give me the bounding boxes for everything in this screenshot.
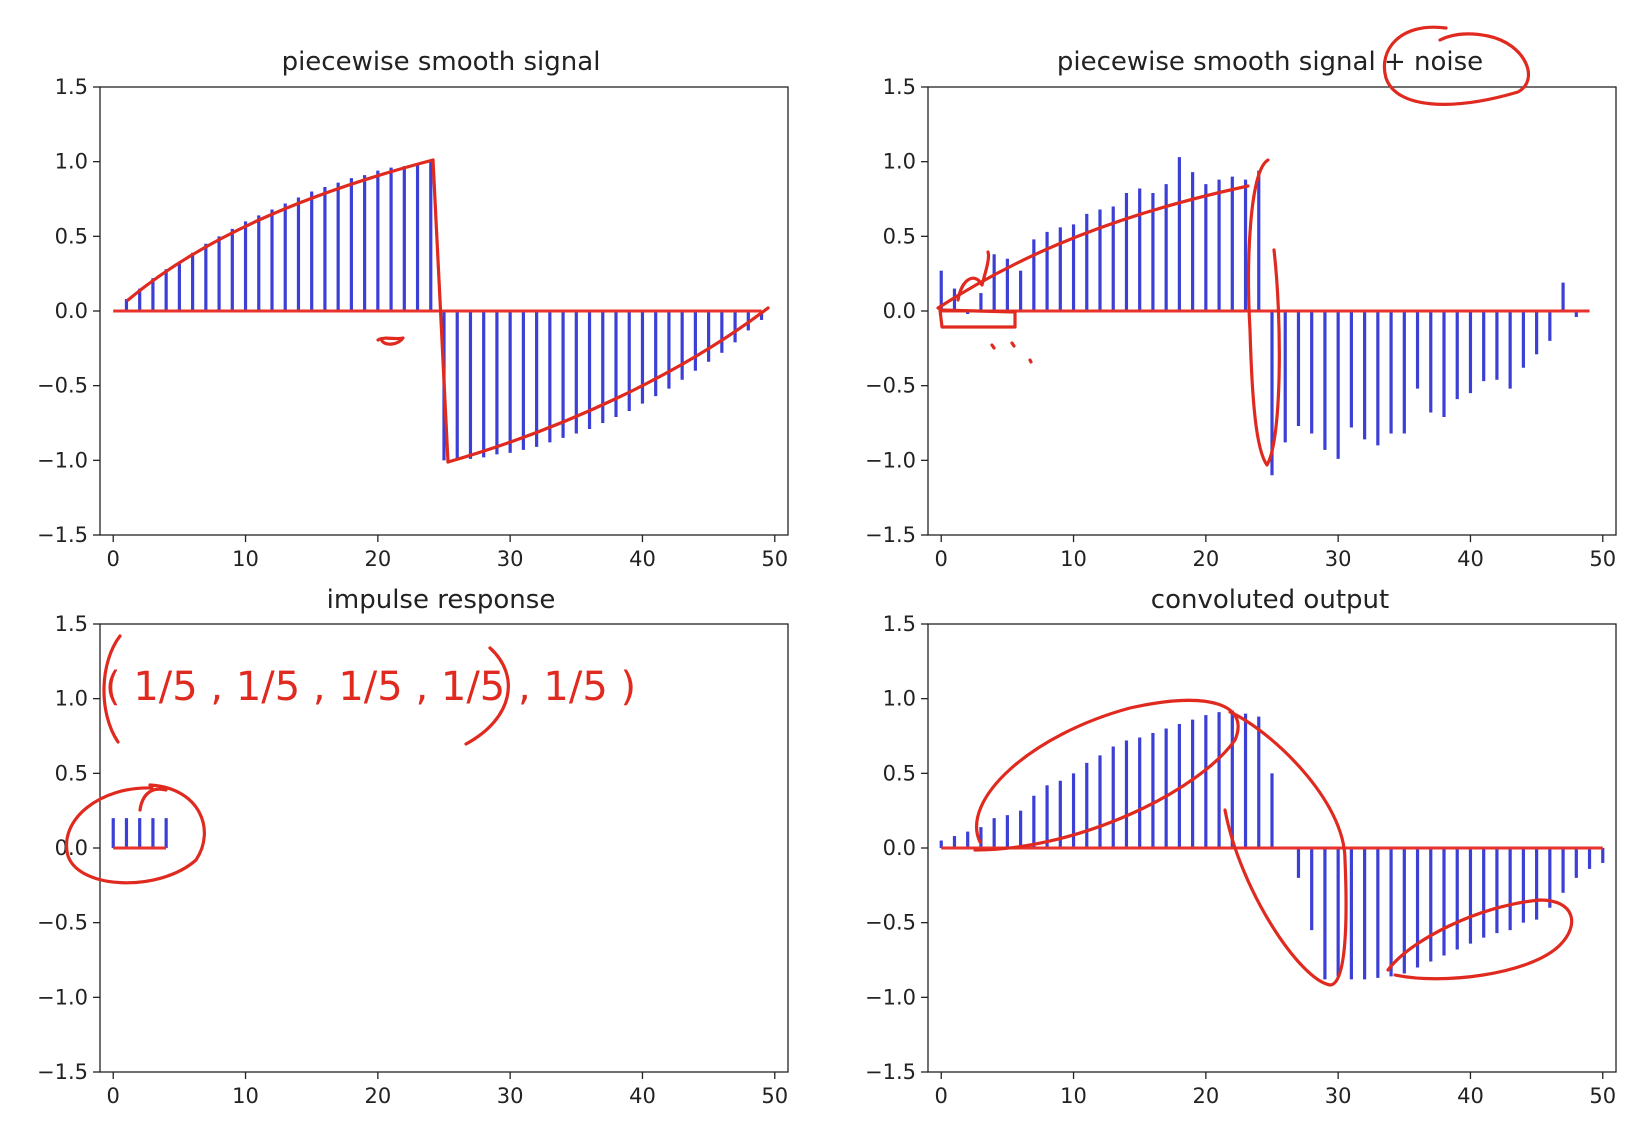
x-tick-label: 20 — [364, 547, 391, 571]
x-tick-label: 0 — [107, 547, 120, 571]
x-tick-label: 0 — [107, 1084, 120, 1108]
y-tick-label: 1.0 — [883, 150, 916, 174]
ink-trace-noisy — [936, 184, 1250, 310]
y-tick-label: −1.5 — [865, 523, 916, 547]
x-tick-label: 10 — [232, 1084, 259, 1108]
ink-wiggle — [956, 250, 991, 302]
ink-ellipse-rise — [973, 698, 1240, 852]
y-tick-label: −1.0 — [865, 448, 916, 472]
ink-ellipse-jump — [1223, 710, 1348, 987]
y-tick-label: 1.0 — [883, 687, 916, 711]
ink-trace-fall — [446, 306, 770, 464]
y-tick-label: 1.0 — [55, 150, 88, 174]
y-tick-label: 1.5 — [883, 75, 916, 99]
y-tick-label: −0.5 — [865, 911, 916, 935]
x-tick-label: 0 — [935, 1084, 948, 1108]
chart-title: piecewise smooth signal — [282, 47, 601, 77]
ink-arrow — [138, 787, 168, 812]
x-tick-label: 50 — [761, 547, 788, 571]
x-tick-label: 50 — [1589, 547, 1616, 571]
ink-box — [938, 308, 1017, 329]
ink-paren-right — [464, 646, 510, 746]
y-tick-label: 0.5 — [55, 224, 88, 248]
panel-convoluted-output: convoluted output 1.5 1.0 0.5 0.0 −0.5 −1.0 −1… — [865, 585, 1617, 1108]
y-tick-label: −0.5 — [37, 374, 88, 398]
x-tick-label: 30 — [497, 547, 524, 571]
handwritten-taps-annotation: ( 1/5 , 1/5 , 1/5 , 1/5 , 1/5 ) — [105, 664, 636, 710]
x-tick-label: 40 — [1457, 1084, 1484, 1108]
x-tick-label: 40 — [1457, 547, 1484, 571]
ink-ellipse-tail — [1386, 898, 1574, 981]
panel-impulse-response: impulse response 1.5 1.0 0.5 0.0 −0.5 −1.0 −1.… — [37, 585, 789, 1108]
panel-signal-plus-noise: piecewise smooth signal + noise 1.5 1.0 0.… — [865, 47, 1617, 571]
y-tick-label: −1.5 — [865, 1060, 916, 1084]
y-tick-label: 0.5 — [883, 761, 916, 785]
y-tick-label: −1.0 — [865, 985, 916, 1009]
x-tick-label: 50 — [761, 1084, 788, 1108]
x-tick-label: 50 — [1589, 1084, 1616, 1108]
ink-paren-left — [102, 634, 122, 744]
x-tick-label: 20 — [364, 1084, 391, 1108]
y-tick-label: −0.5 — [865, 374, 916, 398]
y-tick-label: 0.0 — [55, 299, 88, 323]
y-tick-label: 0.0 — [883, 299, 916, 323]
ink-dots — [990, 341, 1033, 364]
x-tick-label: 40 — [629, 1084, 656, 1108]
ink-circle-impulse — [64, 783, 206, 885]
y-tick-label: 0.5 — [883, 224, 916, 248]
y-tick-label: −1.0 — [37, 448, 88, 472]
x-tick-label: 10 — [1060, 1084, 1087, 1108]
y-tick-label: 0.0 — [883, 836, 916, 860]
ink-jump-noisy — [1246, 158, 1281, 467]
y-tick-label: −1.0 — [37, 985, 88, 1009]
y-tick-label: 1.5 — [883, 612, 916, 636]
y-tick-label: −1.5 — [37, 1060, 88, 1084]
x-tick-label: 10 — [1060, 547, 1087, 571]
y-tick-label: −1.5 — [37, 523, 88, 547]
x-tick-label: 30 — [1325, 547, 1352, 571]
handwritten-ink — [64, 25, 1574, 987]
chart-title: convoluted output — [1151, 585, 1389, 615]
ink-trace-rise — [126, 158, 435, 302]
x-tick-label: 30 — [1325, 1084, 1352, 1108]
x-tick-label: 10 — [232, 547, 259, 571]
x-tick-label: 20 — [1192, 547, 1219, 571]
y-tick-label: 1.0 — [55, 687, 88, 711]
ink-scribble — [376, 336, 405, 346]
chart-title: piecewise smooth signal + noise — [1057, 47, 1483, 77]
y-tick-label: 0.0 — [55, 836, 88, 860]
y-tick-label: 1.5 — [55, 75, 88, 99]
y-tick-label: −0.5 — [37, 911, 88, 935]
ink-circle-noise — [1382, 25, 1530, 106]
y-tick-label: 1.5 — [55, 612, 88, 636]
y-tick-label: 0.5 — [55, 761, 88, 785]
x-tick-label: 0 — [935, 547, 948, 571]
x-tick-label: 40 — [629, 547, 656, 571]
x-tick-label: 20 — [1192, 1084, 1219, 1108]
chart-title: impulse response — [327, 585, 556, 615]
x-tick-label: 30 — [497, 1084, 524, 1108]
ink-jump — [431, 158, 450, 464]
